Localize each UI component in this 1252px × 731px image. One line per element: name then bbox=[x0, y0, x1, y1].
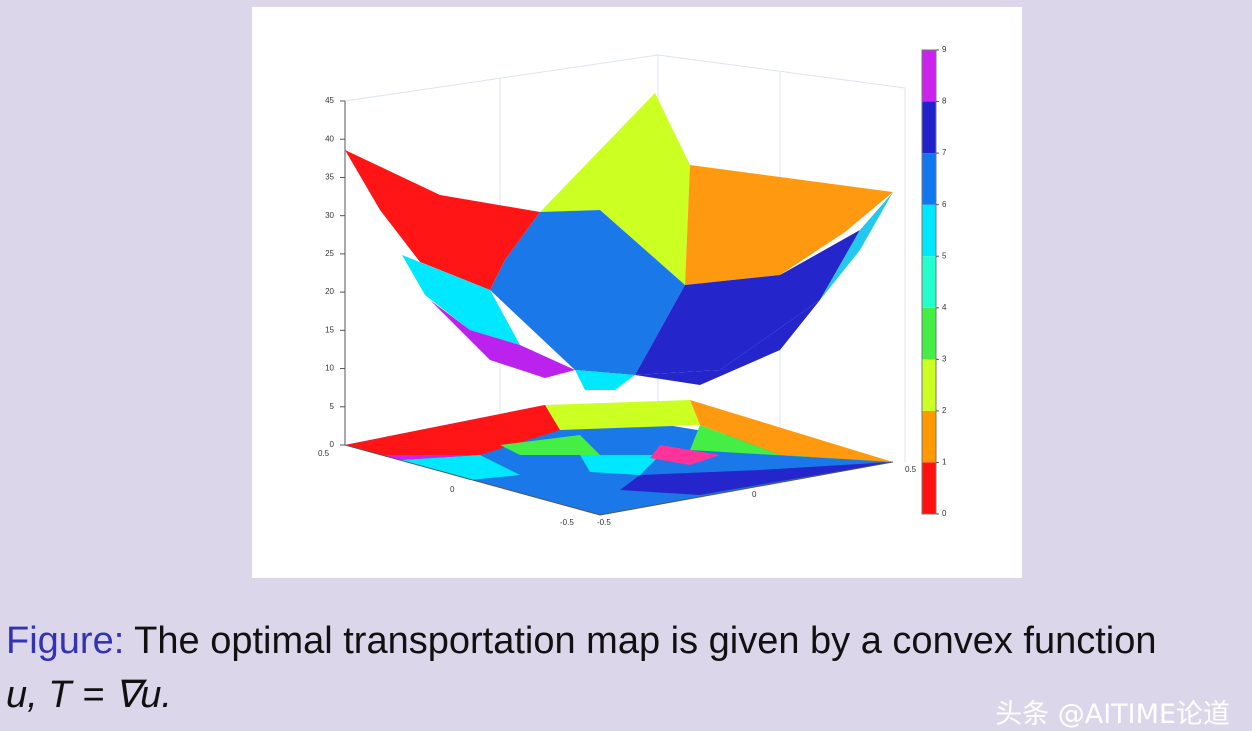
colorbar-segment bbox=[922, 256, 936, 308]
z-tick-label: 35 bbox=[325, 173, 334, 182]
colorbar-tick-label: 7 bbox=[942, 148, 947, 157]
y-tick-label: -0.5 bbox=[597, 518, 611, 527]
colorbar-segment bbox=[922, 204, 936, 257]
figure: 0.5 0 -0.5 -0.5 0 0.5 051015202530354045… bbox=[252, 7, 1022, 578]
y-tick-label: 0.5 bbox=[905, 465, 917, 474]
watermark: 头条 @AITIME论道 bbox=[995, 699, 1230, 730]
z-tick-label: 30 bbox=[325, 211, 334, 220]
colorbar-tick-label: 2 bbox=[942, 406, 947, 415]
x-tick-label: 0.5 bbox=[318, 449, 330, 458]
colorbar-tick-label: 9 bbox=[942, 45, 947, 54]
z-tick-label: 25 bbox=[325, 249, 334, 258]
z-tick-label: 40 bbox=[325, 134, 334, 143]
x-tick-label: 0 bbox=[450, 485, 455, 494]
colorbar-segment bbox=[922, 359, 936, 411]
colorbar-tick-label: 8 bbox=[942, 97, 947, 106]
colorbar-tick-label: 1 bbox=[942, 458, 947, 467]
caption-line: Figure: The optimal transportation map i… bbox=[6, 620, 1156, 663]
colorbar-segment bbox=[922, 410, 936, 463]
colorbar-frame bbox=[921, 49, 937, 515]
y-tick-label: 0 bbox=[752, 490, 757, 499]
colorbar-segment bbox=[922, 462, 936, 514]
colorbar-tick-label: 3 bbox=[942, 354, 947, 363]
caption-formula: u, T = ∇u. bbox=[6, 674, 172, 716]
x-axis bbox=[344, 444, 601, 516]
caption-text: The optimal transportation map is given … bbox=[134, 620, 1157, 662]
z-tick-label: 45 bbox=[325, 96, 334, 105]
floor bbox=[345, 400, 893, 515]
surface bbox=[345, 93, 893, 390]
colorbar-segment bbox=[922, 307, 936, 360]
y-axis bbox=[599, 461, 894, 516]
colorbar-segment bbox=[922, 153, 936, 205]
z-tick-label: 5 bbox=[330, 402, 335, 411]
z-tick-label: 10 bbox=[325, 364, 334, 373]
caption-label: Figure: bbox=[6, 620, 125, 662]
colorbar-tick-label: 6 bbox=[942, 200, 947, 209]
z-tick-label: 20 bbox=[325, 287, 334, 296]
colorbar-tick-label: 4 bbox=[942, 303, 947, 312]
z-tick-label: 0 bbox=[330, 440, 335, 449]
colorbar-segment bbox=[922, 50, 936, 102]
colorbar-tick-label: 0 bbox=[942, 509, 947, 518]
z-tick-label: 15 bbox=[325, 325, 334, 334]
x-tick-label: -0.5 bbox=[560, 518, 574, 527]
colorbar-segment bbox=[922, 101, 936, 154]
colorbar-tick-label: 5 bbox=[942, 251, 947, 260]
